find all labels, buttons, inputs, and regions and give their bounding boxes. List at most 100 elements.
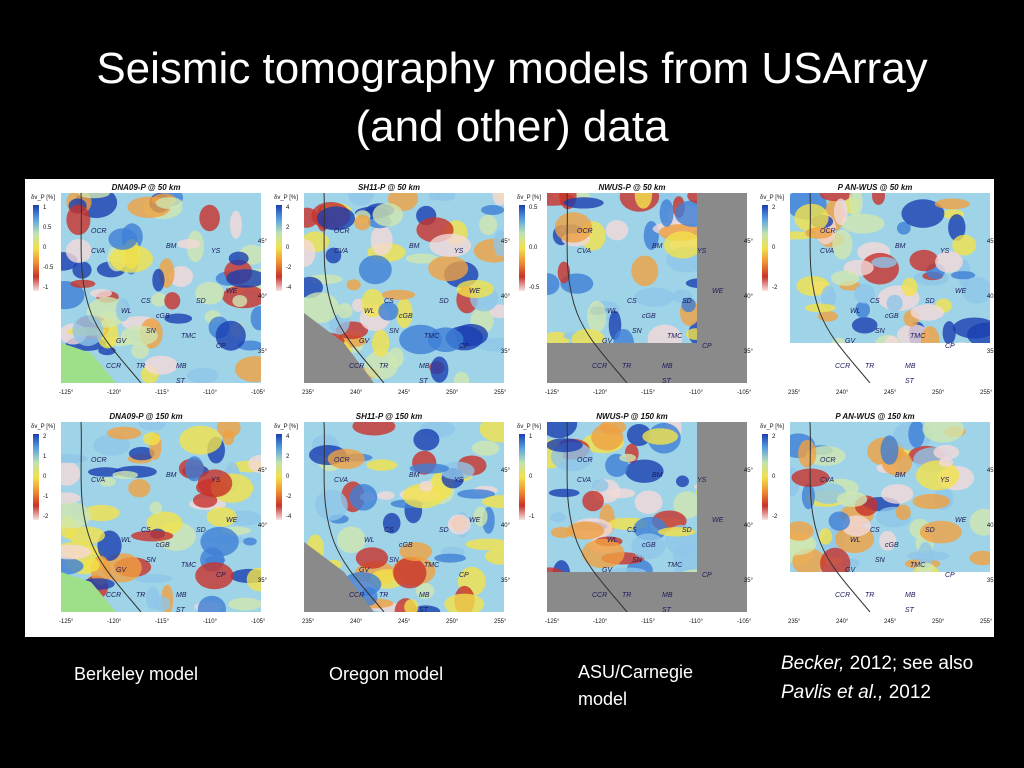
province-label: CP [945, 343, 955, 350]
velocity-anomaly-blob [155, 197, 183, 209]
latitude-label: 40° [257, 523, 267, 529]
velocity-anomaly-blob [430, 356, 449, 383]
province-label: WL [364, 308, 375, 315]
province-label: BM [895, 472, 906, 479]
slide-title-line2: (and other) data [355, 102, 669, 151]
tomography-panel: NWUS-P @ 150 km δv_P [%] 1 0 -1 CVA BM YS CS SD WE… [511, 408, 753, 637]
province-label: TMC [181, 333, 197, 340]
velocity-anomaly-blob [817, 311, 838, 322]
province-label: YS [454, 477, 464, 484]
panel-title: P AN-WUS @ 150 km [835, 412, 915, 421]
velocity-anomaly-blob [642, 428, 679, 445]
colorbar: δv_P [%] 2 0 -2 [760, 195, 786, 295]
colorbar-tick-label: 0.5 [43, 225, 52, 231]
latitude-label: 40° [986, 294, 994, 300]
velocity-anomaly-blob [131, 342, 149, 359]
province-label: CVA [577, 477, 591, 484]
province-label: GV [602, 338, 613, 345]
velocity-anomaly-blob [177, 239, 201, 249]
province-label: CS [141, 298, 151, 305]
velocity-anomaly-blob [833, 198, 848, 226]
velocity-anomaly-blob [554, 212, 592, 243]
velocity-anomaly-blob [818, 528, 833, 545]
province-label: GV [116, 567, 127, 574]
longitude-label: 245° [398, 619, 411, 625]
province-label: TMC [910, 562, 926, 569]
velocity-anomaly-blob [439, 461, 475, 480]
province-label: TR [136, 363, 145, 370]
longitude-label: -110° [689, 390, 703, 396]
longitude-label: -125° [59, 390, 74, 396]
province-label: WE [469, 517, 481, 524]
velocity-anomaly-blob [248, 454, 261, 473]
province-label: CS [627, 298, 637, 305]
no-data-mask [547, 422, 747, 612]
citation-text-2: 2012 [883, 682, 931, 703]
tomography-panel: SH11-P @ 50 km δv_P [%] 4 2 0 -2 -4 CVA BM YS CS SD… [268, 179, 510, 408]
longitude-label: -125° [59, 619, 74, 625]
province-label: BM [166, 243, 177, 250]
province-label: WL [850, 537, 861, 544]
velocity-anomaly-blob [61, 461, 81, 486]
province-label: CP [216, 572, 226, 579]
velocity-anomaly-blob [950, 271, 976, 280]
velocity-anomaly-blob [447, 514, 471, 535]
colorbar-tick-label: 0 [772, 474, 776, 480]
province-label: SD [682, 527, 692, 534]
velocity-anomaly-blob [790, 521, 814, 541]
velocity-anomaly-blob [327, 448, 365, 469]
tomography-figure: DNA09-P @ 50 km δv_P [%] 1 0.5 0 -0.5 -1 CVA BM Y… [25, 179, 994, 637]
colorbar-unit-label: δv_P [%] [274, 195, 298, 201]
velocity-anomaly-blob [372, 203, 404, 227]
colorbar: δv_P [%] 2 0 -2 [760, 424, 786, 524]
province-label: YS [940, 248, 950, 255]
velocity-anomaly-blob [349, 484, 378, 511]
velocity-anomaly-blob [93, 434, 131, 456]
slide-title-line1: Seismic tomography models from USArray [96, 44, 928, 93]
tomography-map: CVA BM YS CS SD WE cGB SN TMC CP GV CCR TR MB ST OCR WL [61, 422, 261, 612]
velocity-anomaly-blob [250, 306, 261, 331]
caption-asu-line2: model [578, 689, 628, 709]
velocity-anomaly-blob [886, 294, 903, 312]
province-label: OCR [577, 457, 593, 464]
caption-asu: ASU/Carnegie model [578, 659, 693, 713]
tomography-panel: DNA09-P @ 150 km δv_P [%] 2 1 0 -1 -2 CVA BM YS CS… [25, 408, 267, 637]
velocity-anomaly-blob [619, 453, 637, 462]
province-label: CVA [91, 248, 105, 255]
province-label: ST [662, 378, 672, 383]
velocity-anomaly-blob [634, 193, 653, 209]
velocity-anomaly-blob [116, 298, 130, 322]
tomography-map: CVA BM YS CS SD WE cGB SN TMC CP GV CCR TR MB ST OCR WL [304, 193, 504, 383]
velocity-anomaly-blob [197, 469, 233, 498]
province-label: ST [905, 378, 915, 383]
velocity-anomaly-blob [372, 329, 390, 357]
caption-berkeley: Berkeley model [74, 664, 199, 684]
velocity-anomaly-blob [228, 597, 261, 611]
velocity-anomaly-blob [377, 491, 395, 500]
velocity-anomaly-blob [625, 459, 664, 483]
longitude-label: -105° [737, 390, 752, 396]
province-label: ST [905, 607, 915, 612]
province-label: TR [622, 592, 631, 599]
province-label: SD [439, 298, 449, 305]
velocity-anomaly-blob [901, 199, 945, 228]
velocity-anomaly-blob [550, 512, 566, 523]
province-label: CS [627, 527, 637, 534]
velocity-anomaly-blob [934, 198, 970, 210]
velocity-anomaly-blob [195, 281, 225, 305]
velocity-anomaly-blob [427, 327, 464, 352]
longitude-label: -125° [545, 390, 560, 396]
tomography-map: CVA BM YS CS SD WE cGB SN TMC CP GV CCR TR MB ST OCR WL [61, 193, 261, 383]
velocity-anomaly-blob [206, 507, 237, 527]
velocity-anomaly-blob [922, 422, 964, 443]
province-label: MB [662, 363, 673, 370]
coastline [323, 193, 385, 383]
velocity-anomaly-blob [942, 321, 956, 345]
colorbar-tick-label: -1 [529, 514, 535, 520]
velocity-anomaly-blob [72, 314, 104, 347]
velocity-anomaly-blob [912, 493, 951, 510]
province-label: CCR [106, 592, 121, 599]
velocity-anomaly-blob [798, 440, 817, 468]
latitude-label: 45° [986, 468, 994, 474]
tomography-map: CVA BM YS CS SD WE cGB SN TMC CP GV CCR TR MB ST OCR WL [790, 422, 990, 612]
